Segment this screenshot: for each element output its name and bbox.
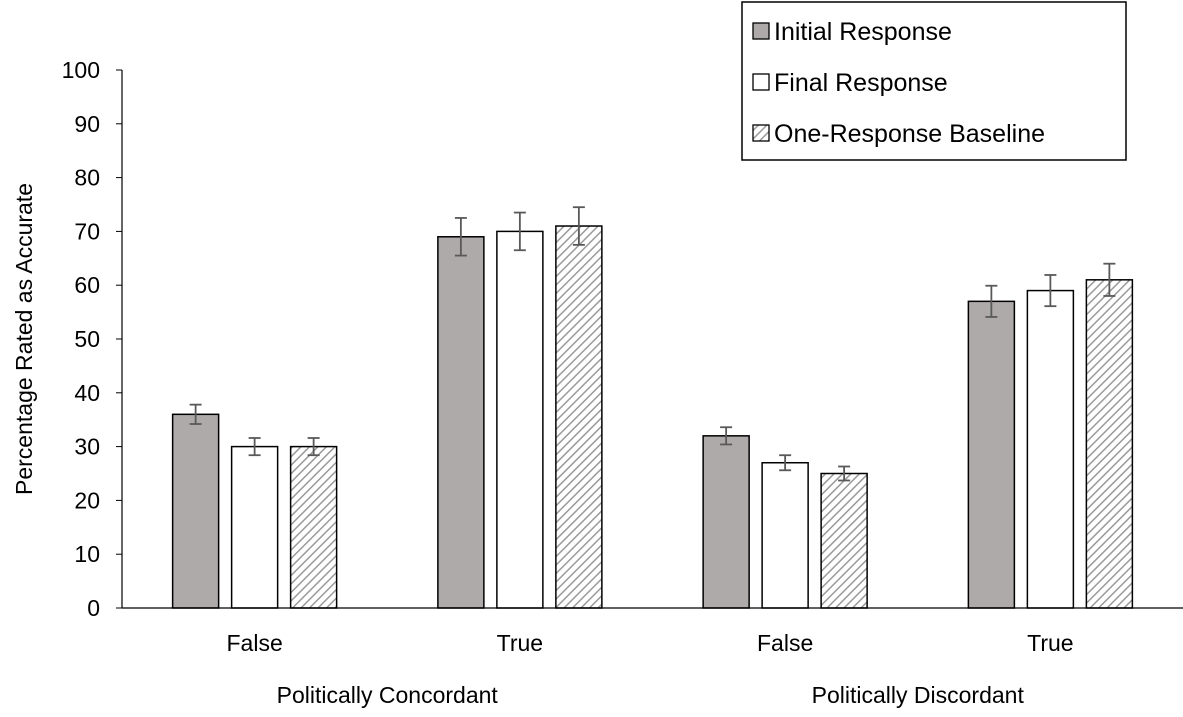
y-tick-labels: 0 10 20 30 40 50 60 70 80 90 100	[62, 57, 100, 621]
legend-label: Final Response	[774, 69, 948, 97]
x-tick-labels: False True False True	[227, 630, 1074, 656]
axes	[116, 69, 1183, 609]
y-tick-label: 0	[87, 595, 100, 621]
legend-label: One-Response Baseline	[774, 120, 1045, 148]
y-axis-title: Percentage Rated as Accurate	[11, 183, 37, 495]
bar	[1085, 279, 1134, 609]
legend-label: Initial Response	[774, 18, 952, 46]
bar	[702, 435, 750, 609]
y-tick-label: 80	[74, 165, 100, 191]
legend-swatch	[752, 22, 770, 40]
legend-box	[741, 1, 1127, 161]
legend-swatch	[752, 124, 770, 142]
bar	[289, 445, 338, 609]
group-labels: Politically Concordant Politically Discor…	[277, 682, 1025, 708]
y-tick-label: 10	[74, 541, 100, 567]
y-tick-label: 30	[74, 434, 100, 460]
bars	[171, 225, 1134, 609]
y-tick-label: 40	[74, 380, 100, 406]
y-tick-label: 70	[74, 218, 100, 244]
bar	[1026, 289, 1075, 609]
bar	[761, 461, 809, 609]
y-tick-label: 50	[74, 326, 100, 352]
y-tick-label: 20	[74, 487, 100, 513]
bar	[967, 300, 1016, 609]
bar	[171, 413, 220, 609]
bar	[496, 230, 544, 609]
y-tick-label: 60	[74, 272, 100, 298]
y-tick-label: 100	[62, 57, 100, 83]
error-bars	[189, 206, 1116, 482]
bar	[437, 236, 485, 609]
x-tick-label: False	[757, 630, 813, 656]
x-tick-label: True	[1027, 630, 1073, 656]
x-tick-label: True	[497, 630, 543, 656]
x-tick-label: False	[227, 630, 283, 656]
bar	[230, 445, 279, 609]
y-tick-label: 90	[74, 111, 100, 137]
bar	[555, 225, 603, 609]
legend: Initial Response Final Response One-Respon…	[741, 1, 1127, 161]
bar	[820, 472, 868, 609]
group-label: Politically Discordant	[812, 682, 1025, 708]
legend-swatch	[752, 73, 770, 91]
group-label: Politically Concordant	[277, 682, 499, 708]
